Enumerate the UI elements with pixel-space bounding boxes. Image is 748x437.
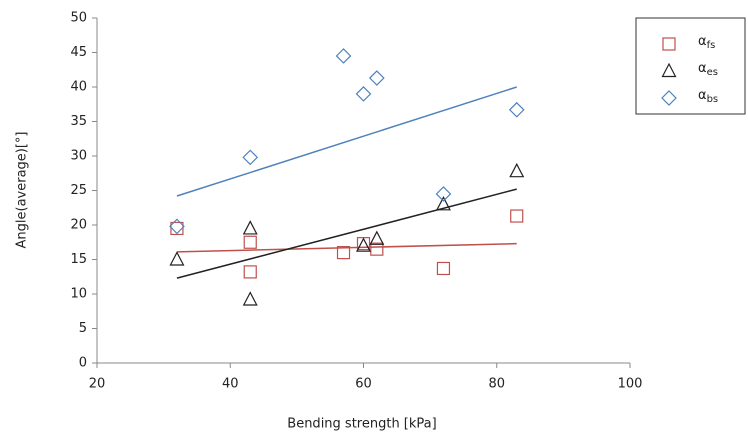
y-tick-label: 15 [70, 252, 87, 267]
y-tick-label: 5 [79, 321, 87, 336]
marker-triangle [169, 251, 185, 266]
y-tick-label: 20 [70, 218, 87, 233]
x-tick-label: 20 [89, 377, 106, 392]
y-tick-label: 10 [70, 287, 87, 302]
marker-square [336, 246, 351, 260]
y-tick-label: 45 [70, 45, 87, 60]
x-tick-label: 80 [488, 377, 505, 392]
marker-diamond [169, 218, 185, 235]
trend-line [176, 242, 517, 253]
marker-triangle [661, 62, 677, 78]
y-tick-label: 35 [70, 114, 87, 129]
y-axis-label: Angle(average)[°] [15, 132, 30, 249]
y-tick-label: 50 [70, 11, 87, 26]
marker-square [170, 221, 184, 236]
marker-triangle [356, 237, 371, 252]
marker-diamond [508, 101, 525, 118]
legend-subscript: fs [707, 40, 716, 51]
legend-symbol: α [698, 61, 707, 76]
marker-triangle [242, 220, 258, 235]
marker-diamond [368, 70, 385, 86]
marker-square [510, 209, 524, 223]
y-tick-label: 30 [70, 149, 87, 164]
marker-square [243, 235, 257, 249]
marker-square [436, 261, 451, 276]
legend-box [635, 17, 746, 115]
x-tick-label: 60 [355, 377, 372, 392]
marker-square [662, 37, 676, 51]
marker-triangle [435, 195, 451, 211]
marker-triangle [242, 291, 258, 306]
x-tick-label: 100 [618, 377, 643, 392]
marker-diamond [355, 86, 372, 102]
marker-diamond [242, 149, 259, 166]
marker-triangle [509, 162, 525, 178]
y-tick-label: 0 [79, 356, 87, 371]
legend-label: αfs [698, 34, 715, 52]
marker-square [243, 265, 257, 279]
x-tick-label: 40 [222, 377, 239, 392]
legend-label: αes [698, 61, 718, 79]
marker-diamond [661, 90, 677, 106]
legend-symbol: α [698, 34, 707, 49]
legend-subscript: bs [707, 94, 719, 105]
marker-triangle [369, 230, 385, 245]
y-tick-label: 25 [70, 183, 87, 198]
trend-line [176, 188, 517, 279]
legend-label: αbs [698, 88, 718, 106]
marker-diamond [335, 48, 352, 64]
legend-subscript: es [707, 67, 718, 78]
x-axis-label: Bending strength [kPa] [287, 417, 436, 432]
marker-square [370, 242, 384, 256]
marker-diamond [435, 186, 452, 202]
y-tick-label: 40 [70, 80, 87, 95]
legend-symbol: α [698, 88, 707, 103]
trend-line [176, 86, 517, 197]
